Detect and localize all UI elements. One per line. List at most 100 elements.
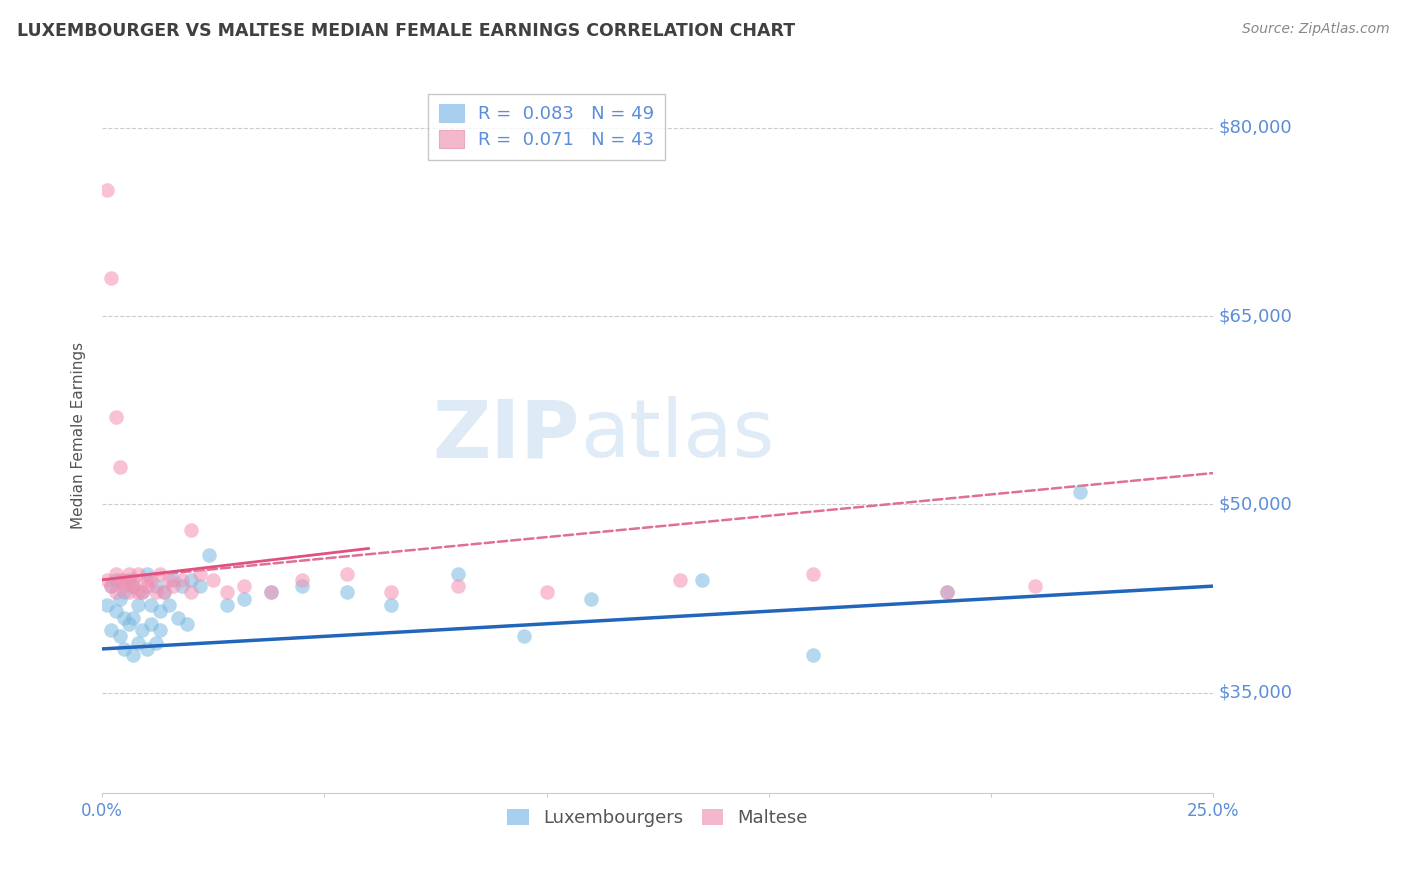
Point (122, 648, 145, 663)
Point (135, 579, 157, 593)
Point (104, 573, 127, 587)
Point (104, 585, 127, 599)
Point (153, 585, 176, 599)
Point (162, 579, 184, 593)
Point (447, 579, 470, 593)
Point (100, 579, 122, 593)
Point (122, 610, 145, 624)
Point (690, 573, 713, 587)
Point (139, 573, 162, 587)
Point (108, 573, 131, 587)
Point (180, 573, 202, 587)
Point (145, 635, 167, 649)
Point (139, 598, 162, 612)
Point (149, 623, 172, 637)
Point (96, 573, 118, 587)
Point (162, 573, 184, 587)
Point (579, 591, 602, 606)
Text: $50,000: $50,000 (1219, 495, 1292, 514)
Point (122, 579, 145, 593)
Point (801, 648, 824, 663)
Point (1024, 579, 1046, 593)
Point (139, 616, 162, 631)
Point (122, 579, 145, 593)
Point (104, 566, 127, 581)
Point (157, 598, 180, 612)
Legend: Luxembourgers, Maltese: Luxembourgers, Maltese (501, 802, 815, 834)
Point (1069, 484, 1091, 499)
Point (336, 585, 359, 599)
Point (447, 566, 470, 581)
Point (669, 573, 692, 587)
Text: ZIP: ZIP (433, 396, 579, 475)
Point (180, 523, 202, 537)
Point (100, 579, 122, 593)
Point (198, 548, 221, 562)
Point (536, 585, 558, 599)
Point (104, 604, 127, 618)
Point (513, 629, 536, 643)
Point (100, 271, 122, 285)
Point (188, 579, 211, 593)
Point (801, 566, 824, 581)
Point (260, 585, 283, 599)
Text: LUXEMBOURGER VS MALTESE MEDIAN FEMALE EARNINGS CORRELATION CHART: LUXEMBOURGER VS MALTESE MEDIAN FEMALE EA… (17, 22, 794, 40)
Point (380, 585, 402, 599)
Point (188, 566, 211, 581)
Point (131, 585, 153, 599)
Point (118, 566, 141, 581)
Point (127, 566, 149, 581)
Text: $35,000: $35,000 (1219, 684, 1292, 702)
Point (135, 573, 157, 587)
Point (118, 585, 141, 599)
Point (145, 585, 167, 599)
Point (135, 641, 157, 656)
Point (127, 635, 149, 649)
Point (172, 579, 194, 593)
Point (145, 579, 167, 593)
Point (153, 585, 176, 599)
Point (108, 629, 131, 643)
Point (202, 573, 225, 587)
Point (172, 573, 194, 587)
Point (96, 598, 118, 612)
Point (118, 616, 141, 631)
Point (215, 585, 238, 599)
Point (127, 598, 149, 612)
Point (96, 184, 118, 198)
Point (135, 566, 157, 581)
Point (291, 573, 314, 587)
Point (935, 585, 957, 599)
Point (112, 610, 135, 624)
Point (157, 573, 180, 587)
Point (108, 591, 131, 606)
Point (935, 585, 957, 599)
Point (100, 623, 122, 637)
Point (112, 641, 135, 656)
Y-axis label: Median Female Earnings: Median Female Earnings (72, 342, 86, 529)
Point (131, 585, 153, 599)
Point (104, 409, 127, 424)
Point (122, 573, 145, 587)
Point (233, 591, 256, 606)
Point (108, 459, 131, 474)
Point (112, 579, 135, 593)
Point (112, 585, 135, 599)
Point (149, 604, 172, 618)
Text: atlas: atlas (579, 396, 775, 475)
Point (180, 585, 202, 599)
Point (131, 623, 153, 637)
Point (260, 585, 283, 599)
Point (112, 573, 135, 587)
Text: $80,000: $80,000 (1219, 119, 1292, 136)
Point (166, 610, 188, 624)
Point (127, 585, 149, 599)
Point (233, 579, 256, 593)
Text: $65,000: $65,000 (1219, 307, 1292, 325)
Point (380, 598, 402, 612)
Point (118, 573, 141, 587)
Point (215, 598, 238, 612)
Point (176, 616, 198, 631)
Point (291, 579, 314, 593)
Point (149, 566, 172, 581)
